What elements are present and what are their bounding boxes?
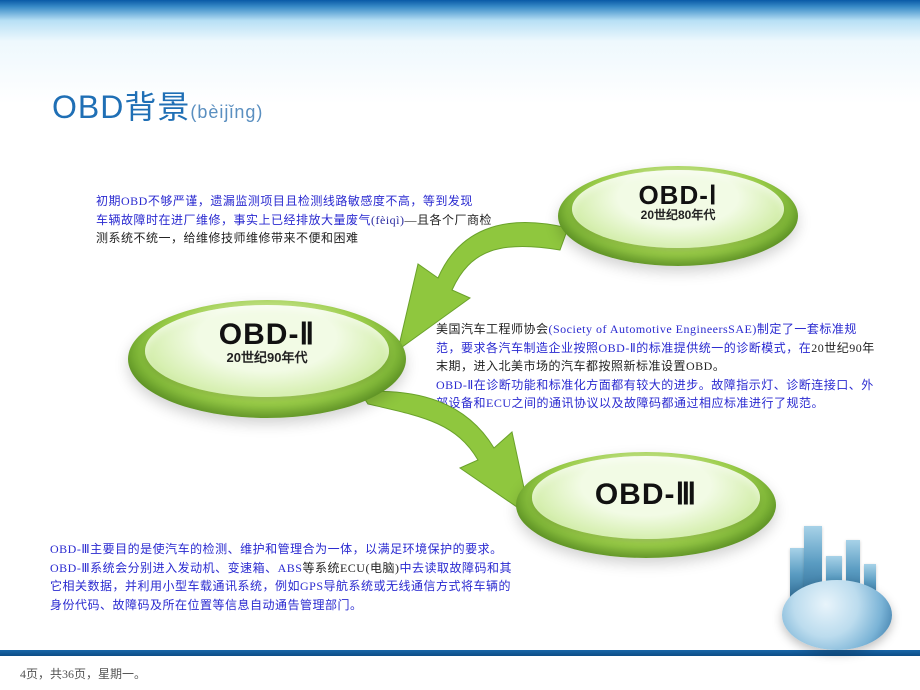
disc-obd3-label: OBD-Ⅲ (516, 477, 776, 512)
paragraph-obd3: OBD-Ⅲ主要目的是使汽车的检测、维护和管理合为一体，以满足环境保护的要求。OB… (50, 540, 522, 614)
footer-text: 4页，共36页，星期一。 (20, 665, 146, 682)
title-pinyin: (bèijǐng) (190, 102, 263, 122)
bottom-band (0, 650, 920, 656)
paragraph-obd2: 美国汽车工程师协会(Society of Automotive Engineer… (436, 320, 876, 413)
disc-obd3: OBD-Ⅲ (516, 452, 776, 558)
disc-obd1: OBD-Ⅰ 20世纪80年代 (558, 166, 798, 266)
disc-obd2-sub: 20世纪90年代 (128, 347, 406, 366)
globe-icon (782, 580, 892, 650)
disc-obd1-sub: 20世纪80年代 (558, 206, 798, 223)
decoration (752, 520, 902, 650)
page-title: OBD背景(bèijǐng) (52, 82, 263, 128)
disc-obd2: OBD-Ⅱ 20世纪90年代 (128, 300, 406, 418)
title-main: OBD背景 (52, 89, 190, 125)
slide-page: OBD背景(bèijǐng) 初期OBD不够严谨，遗漏监测项目且检测线路敏感度不… (0, 0, 920, 690)
paragraph-obd1: 初期OBD不够严谨，遗漏监测项目且检测线路敏感度不高，等到发现车辆故障时在进厂维… (96, 192, 496, 248)
